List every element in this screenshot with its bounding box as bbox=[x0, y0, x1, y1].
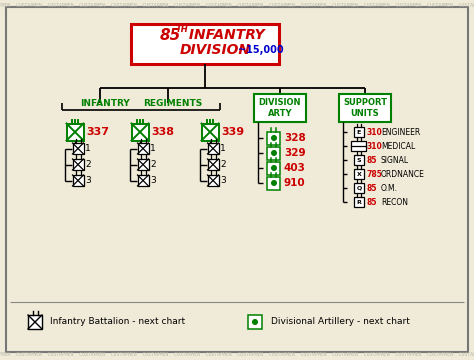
Text: 910: 910 bbox=[284, 178, 306, 188]
Text: ENGINEER: ENGINEER bbox=[381, 127, 420, 136]
Bar bbox=[137, 143, 148, 154]
Text: ORDNANCE: ORDNANCE bbox=[381, 170, 425, 179]
Bar bbox=[208, 175, 219, 186]
Text: 329: 329 bbox=[284, 148, 306, 158]
Text: R: R bbox=[356, 199, 362, 204]
Text: 3: 3 bbox=[85, 176, 91, 185]
Bar bbox=[28, 315, 42, 329]
Bar bbox=[352, 141, 366, 151]
Circle shape bbox=[253, 320, 257, 324]
Bar bbox=[354, 183, 364, 193]
Circle shape bbox=[272, 166, 276, 170]
Bar bbox=[131, 24, 279, 64]
Bar bbox=[267, 162, 281, 175]
Bar bbox=[254, 94, 306, 122]
Circle shape bbox=[272, 151, 276, 155]
Bar bbox=[201, 123, 219, 140]
Text: MEDICAL: MEDICAL bbox=[381, 141, 415, 150]
Bar bbox=[267, 176, 281, 189]
Text: Q: Q bbox=[356, 185, 362, 190]
Text: 310: 310 bbox=[367, 127, 383, 136]
Bar bbox=[354, 197, 364, 207]
Text: 310: 310 bbox=[367, 141, 383, 150]
Text: O.M.: O.M. bbox=[381, 184, 398, 193]
Bar bbox=[137, 175, 148, 186]
Text: S: S bbox=[357, 158, 361, 162]
Text: CUSTAPMEN  CUSTAPMEN  CUSTAPMEN  CUSTAPMEN  CUSTAPMEN  CUSTAPMEN  CUSTAPMEN  CUS: CUSTAPMEN CUSTAPMEN CUSTAPMEN CUSTAPMEN … bbox=[0, 3, 474, 8]
Text: 85: 85 bbox=[160, 27, 181, 42]
Text: 3: 3 bbox=[220, 176, 226, 185]
Bar bbox=[354, 169, 364, 179]
Circle shape bbox=[272, 136, 276, 140]
Text: Infantry Battalion - next chart: Infantry Battalion - next chart bbox=[50, 318, 185, 327]
Text: 85: 85 bbox=[367, 198, 377, 207]
Text: 337: 337 bbox=[86, 127, 109, 137]
Bar bbox=[208, 143, 219, 154]
Bar bbox=[267, 147, 281, 159]
Circle shape bbox=[272, 181, 276, 185]
Text: 328: 328 bbox=[284, 133, 306, 143]
Text: X: X bbox=[356, 171, 362, 176]
Text: 1: 1 bbox=[220, 144, 226, 153]
Bar bbox=[354, 155, 364, 165]
Bar bbox=[66, 123, 83, 140]
Text: CUSTAPMEN  CUSTAPMEN  CUSTAPMEN  CUSTAPMEN  CUSTAPMEN  CUSTAPMEN  CUSTAPMEN  CUS: CUSTAPMEN CUSTAPMEN CUSTAPMEN CUSTAPMEN … bbox=[0, 352, 474, 357]
Text: 339: 339 bbox=[221, 127, 245, 137]
Text: 2: 2 bbox=[150, 160, 155, 169]
Text: 2: 2 bbox=[220, 160, 226, 169]
Bar bbox=[73, 175, 83, 186]
Text: 85: 85 bbox=[367, 184, 377, 193]
Text: E: E bbox=[357, 130, 361, 135]
Bar bbox=[354, 127, 364, 137]
Text: RECON: RECON bbox=[381, 198, 408, 207]
Text: 2: 2 bbox=[85, 160, 91, 169]
Bar bbox=[267, 131, 281, 144]
Text: DIVISION
ARTY: DIVISION ARTY bbox=[259, 98, 301, 118]
Text: 3: 3 bbox=[150, 176, 156, 185]
Text: ~15,000: ~15,000 bbox=[238, 45, 283, 55]
Text: 338: 338 bbox=[152, 127, 174, 137]
Text: TH: TH bbox=[176, 24, 189, 33]
Text: SUPPORT
UNITS: SUPPORT UNITS bbox=[343, 98, 387, 118]
Text: SIGNAL: SIGNAL bbox=[381, 156, 409, 165]
Text: REGIMENTS: REGIMENTS bbox=[143, 99, 202, 108]
Bar bbox=[208, 159, 219, 170]
Bar bbox=[73, 143, 83, 154]
Text: 85: 85 bbox=[367, 156, 377, 165]
Text: INFANTRY: INFANTRY bbox=[184, 28, 264, 42]
Bar bbox=[73, 159, 83, 170]
Text: DIVISION: DIVISION bbox=[180, 43, 251, 57]
Text: 1: 1 bbox=[85, 144, 91, 153]
Text: 785: 785 bbox=[367, 170, 383, 179]
Bar bbox=[339, 94, 391, 122]
Text: INFANTRY: INFANTRY bbox=[80, 99, 130, 108]
Bar bbox=[248, 315, 262, 329]
Bar bbox=[137, 159, 148, 170]
Text: 403: 403 bbox=[284, 163, 306, 173]
Text: Divisional Artillery - next chart: Divisional Artillery - next chart bbox=[271, 318, 410, 327]
Bar bbox=[131, 123, 148, 140]
Text: 1: 1 bbox=[150, 144, 156, 153]
